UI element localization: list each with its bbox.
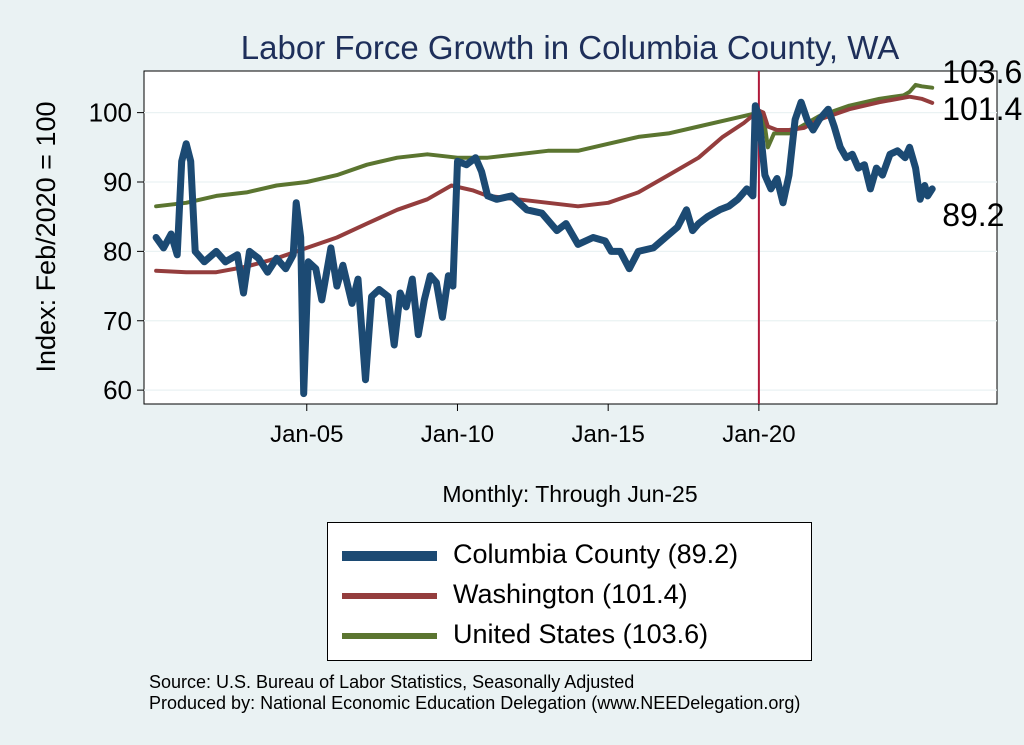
x-tick-label: Jan-15: [571, 421, 644, 448]
y-tick-label: 60: [103, 375, 132, 405]
gridlines: [144, 112, 997, 391]
y-axis: 60 70 80 90 100: [89, 98, 144, 405]
legend-label-columbia: Columbia County (89.2): [453, 539, 739, 569]
x-axis-label: Monthly: Through Jun-25: [442, 481, 697, 507]
legend-item-columbia: Columbia County (89.2): [328, 535, 811, 575]
legend-label-washington: Washington (101.4): [453, 579, 688, 609]
x-tick-label: Jan-10: [421, 421, 494, 448]
legend-item-us: United States (103.6): [328, 615, 811, 655]
series-line-columbia-county: [152, 98, 936, 398]
chart-title: Labor Force Growth in Columbia County, W…: [241, 29, 899, 66]
end-value-label: 103.6: [942, 54, 1022, 90]
legend-swatch-columbia: [342, 551, 437, 561]
producer-note: Produced by: National Economic Education…: [149, 693, 801, 713]
legend-swatch-washington: [342, 593, 437, 599]
chart-footer: Source: U.S. Bureau of Labor Statistics,…: [149, 672, 800, 714]
x-tick-label: Jan-20: [722, 421, 795, 448]
y-tick-label: 90: [103, 167, 132, 197]
series-line-united-states: [154, 82, 935, 209]
y-tick-label: 100: [89, 98, 132, 128]
legend-swatch-us: [342, 633, 437, 639]
y-tick-label: 70: [103, 306, 132, 336]
x-axis: Jan-05 Jan-10 Jan-15 Jan-20: [270, 404, 796, 448]
y-tick-label: 80: [103, 236, 132, 266]
end-value-label: 89.2: [942, 197, 1004, 233]
y-axis-label: Index: Feb/2020 = 100: [31, 102, 61, 373]
legend: Columbia County (89.2) Washington (101.4…: [327, 522, 812, 661]
x-tick-label: Jan-05: [270, 421, 343, 448]
end-value-label: 101.4: [942, 91, 1022, 127]
legend-label-us: United States (103.6): [453, 619, 709, 649]
source-note: Source: U.S. Bureau of Labor Statistics,…: [149, 672, 635, 692]
legend-item-washington: Washington (101.4): [328, 575, 811, 615]
